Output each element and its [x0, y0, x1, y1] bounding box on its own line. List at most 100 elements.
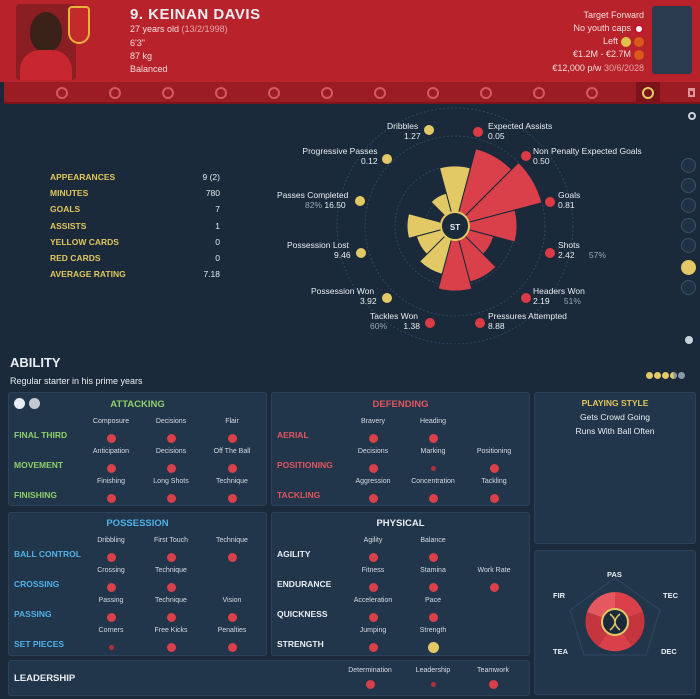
radar-metric-name: Non Penalty Expected Goals — [533, 146, 642, 156]
radar-dot[interactable] — [545, 248, 555, 258]
attribute-dot[interactable] — [106, 494, 116, 503]
attribute-dot[interactable] — [428, 553, 438, 562]
attribute-dot[interactable] — [166, 553, 176, 562]
position-all-icon[interactable] — [681, 280, 696, 295]
trash-icon[interactable] — [688, 88, 695, 97]
overview-tab-icon[interactable] — [56, 87, 68, 99]
attribute-dot[interactable] — [488, 680, 498, 689]
radar-dot[interactable] — [355, 196, 365, 206]
report-tab-icon[interactable] — [427, 87, 439, 99]
player-nav-bar — [4, 82, 700, 104]
stat-value: 9 (2) — [202, 172, 220, 182]
settings-gear-icon[interactable] — [688, 112, 696, 120]
attribute-dot[interactable] — [108, 645, 114, 650]
attribute-dot[interactable] — [106, 464, 116, 473]
attribute-dot[interactable] — [430, 466, 436, 471]
attribute-dot[interactable] — [166, 494, 176, 503]
attribute-label: Work Rate — [477, 567, 511, 574]
kit-thumbnail[interactable] — [652, 6, 692, 74]
attribute-dot[interactable] — [166, 643, 176, 652]
attribute-dot[interactable] — [227, 434, 237, 443]
club-crest-icon[interactable] — [68, 6, 90, 44]
player-icon[interactable] — [29, 398, 40, 409]
category-label: PASSING — [14, 609, 52, 619]
radar-metric-value: 0.50 — [533, 156, 550, 166]
radar-label-progressive-passes: Progressive Passes 0.12 — [299, 146, 377, 166]
attribute-dot[interactable] — [428, 434, 438, 443]
stats-tab-icon[interactable] — [480, 87, 492, 99]
attribute-dot[interactable] — [489, 583, 499, 592]
radar-dot[interactable] — [545, 197, 555, 207]
radar-metric-value: 2.42 — [558, 250, 575, 260]
attribute-label: Decisions — [357, 448, 389, 455]
ball-icon[interactable] — [14, 398, 25, 409]
attribute-dot[interactable] — [106, 583, 116, 592]
attribute-dot[interactable] — [106, 434, 116, 443]
attribute-dot[interactable] — [227, 464, 237, 473]
radar-dot[interactable] — [356, 248, 366, 258]
attribute-dot[interactable] — [106, 613, 116, 622]
attribute-dot[interactable] — [368, 553, 378, 562]
attribute-dot[interactable] — [368, 613, 378, 622]
attribute-dot[interactable] — [368, 434, 378, 443]
stat-row: APPEARANCES 9 (2) — [50, 172, 220, 188]
attribute-dot[interactable] — [368, 464, 378, 473]
attribute-dot[interactable] — [427, 642, 439, 653]
attribute-label: Finishing — [96, 478, 125, 485]
attribute-dot[interactable] — [227, 643, 237, 652]
position-tab-icon[interactable] — [215, 87, 227, 99]
position-mid-icon[interactable] — [681, 218, 696, 233]
attribute-dot[interactable] — [166, 613, 176, 622]
radar-dot[interactable] — [382, 293, 392, 303]
mini-radar — [569, 577, 661, 656]
radar-dot[interactable] — [382, 154, 392, 164]
position-am-icon[interactable] — [681, 238, 696, 253]
attribute-dot[interactable] — [428, 494, 438, 503]
stat-label: RED CARDS — [50, 252, 101, 263]
search-tab-icon[interactable] — [374, 87, 386, 99]
attribute-dot[interactable] — [430, 682, 436, 687]
attribute-dot[interactable] — [166, 434, 176, 443]
radar-dot[interactable] — [424, 125, 434, 135]
transfer-tab-icon[interactable] — [586, 87, 598, 99]
category-label: AGILITY — [277, 549, 311, 559]
position-def-icon[interactable] — [681, 178, 696, 193]
active-tab-indicator[interactable] — [636, 82, 660, 104]
contract-tab-icon[interactable] — [109, 87, 121, 99]
help-icon[interactable] — [685, 336, 693, 344]
position-gk-icon[interactable] — [681, 158, 696, 173]
attribute-dot[interactable] — [428, 613, 438, 622]
attribute-dot[interactable] — [489, 494, 499, 503]
scout-tab-icon[interactable] — [533, 87, 545, 99]
radar-dot[interactable] — [521, 151, 531, 161]
attribute-dot[interactable] — [106, 553, 116, 562]
radar-dot[interactable] — [521, 293, 531, 303]
attribute-dot[interactable] — [368, 583, 378, 592]
attribute-dot[interactable] — [368, 643, 378, 652]
attribute-dot[interactable] — [428, 583, 438, 592]
attribute-dot[interactable] — [166, 464, 176, 473]
position-st-icon[interactable] — [681, 260, 696, 275]
radar-dot[interactable] — [473, 127, 483, 137]
position-dm-icon[interactable] — [681, 198, 696, 213]
radar-dot[interactable] — [425, 318, 435, 328]
attribute-dot[interactable] — [227, 553, 237, 562]
radar-metric-name: Headers Won — [533, 286, 585, 296]
stat-row: GOALS 7 — [50, 204, 220, 220]
fitness-tab-icon[interactable] — [268, 87, 280, 99]
attribute-label: Off The Ball — [213, 448, 251, 455]
radar-dot[interactable] — [475, 318, 485, 328]
attribute-dot[interactable] — [227, 613, 237, 622]
development-tab-icon[interactable] — [162, 87, 174, 99]
attribute-dot[interactable] — [227, 494, 237, 503]
stat-row: AVERAGE RATING 7.18 — [50, 269, 220, 285]
history-tab-icon[interactable] — [321, 87, 333, 99]
attribute-label: Acceleration — [353, 597, 393, 604]
radar-metric-name: Dribbles — [387, 121, 419, 131]
attribute-dot[interactable] — [365, 680, 375, 689]
attribute-dot[interactable] — [368, 494, 378, 503]
attribute-dot[interactable] — [166, 583, 176, 592]
attribute-dot[interactable] — [489, 464, 499, 473]
attribute-label: Technique — [155, 567, 187, 574]
attribute-label: Jumping — [359, 627, 387, 634]
